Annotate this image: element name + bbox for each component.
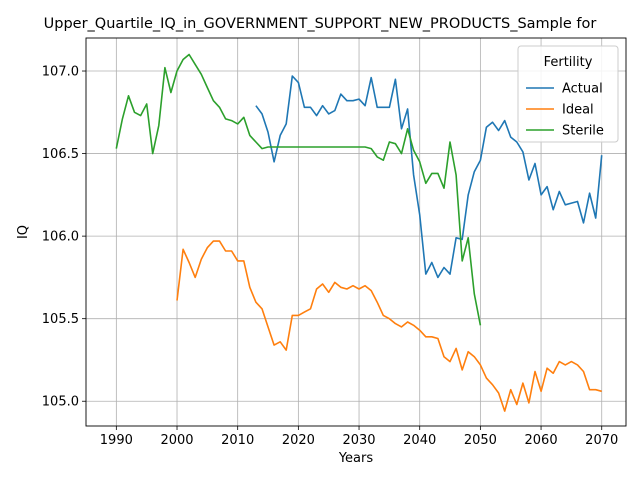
legend-box bbox=[517, 45, 619, 143]
y-tick-label: 107.0 bbox=[42, 65, 79, 80]
series-layer bbox=[115, 53, 603, 412]
legend-label-ideal: Ideal bbox=[562, 103, 594, 118]
y-tick-label: 106.0 bbox=[42, 230, 79, 245]
legend-title: Fertility bbox=[544, 55, 593, 70]
legend: Fertility Actual Ideal Sterile bbox=[517, 45, 619, 143]
x-tick-label: 2030 bbox=[342, 433, 375, 448]
y-tick-label: 105.0 bbox=[42, 395, 79, 410]
x-axis-ticks: 1990 2000 2010 2020 2030 2040 2050 2060 2070 bbox=[100, 426, 618, 448]
x-tick-label: 2070 bbox=[585, 433, 618, 448]
x-tick-label: 2010 bbox=[221, 433, 254, 448]
x-tick-label: 2060 bbox=[525, 433, 558, 448]
series-line-ideal bbox=[176, 240, 602, 412]
x-axis-label: Years bbox=[338, 451, 374, 466]
series-line-actual bbox=[255, 75, 603, 279]
y-axis-ticks: 105.0 105.5 106.0 106.5 107.0 bbox=[42, 65, 86, 410]
chart-title: Upper_Quartile_IQ_in_GOVERNMENT_SUPPORT_… bbox=[44, 16, 597, 32]
y-axis-label: IQ bbox=[16, 225, 31, 239]
legend-label-sterile: Sterile bbox=[562, 124, 604, 139]
plot-frame bbox=[85, 37, 627, 427]
series-line-sterile bbox=[115, 53, 482, 326]
x-tick-label: 1990 bbox=[100, 433, 133, 448]
x-tick-label: 2000 bbox=[160, 433, 193, 448]
legend-label-actual: Actual bbox=[562, 82, 603, 97]
y-tick-label: 105.5 bbox=[42, 312, 79, 327]
y-tick-label: 106.5 bbox=[42, 147, 79, 162]
x-tick-label: 2020 bbox=[282, 433, 315, 448]
x-tick-label: 2050 bbox=[464, 433, 497, 448]
x-tick-label: 2040 bbox=[403, 433, 436, 448]
